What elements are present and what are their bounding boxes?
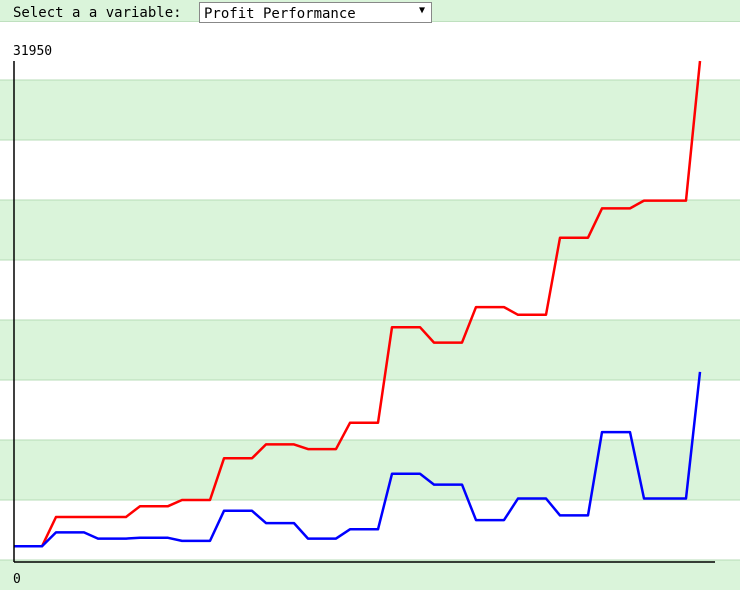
grid-bands (0, 19, 740, 590)
select-value: Profit Performance (204, 6, 356, 22)
y-max-label: 31950 (13, 44, 52, 59)
variable-select[interactable]: Profit Performance ▼ (199, 2, 432, 23)
y-min-label: 0 (13, 572, 21, 587)
select-label: Select a a variable: (13, 5, 182, 21)
grid-band (0, 560, 740, 590)
grid-band (0, 200, 740, 260)
triangle-down-icon: ▼ (418, 5, 425, 16)
control-bar: Select a a variable: Profit Performance … (0, 0, 740, 23)
series-line-2 (14, 371, 702, 548)
grid-band (0, 320, 740, 380)
series-line-1 (14, 60, 702, 548)
series-layer (14, 60, 702, 548)
grid-band (0, 80, 740, 140)
grid-band (0, 440, 740, 500)
